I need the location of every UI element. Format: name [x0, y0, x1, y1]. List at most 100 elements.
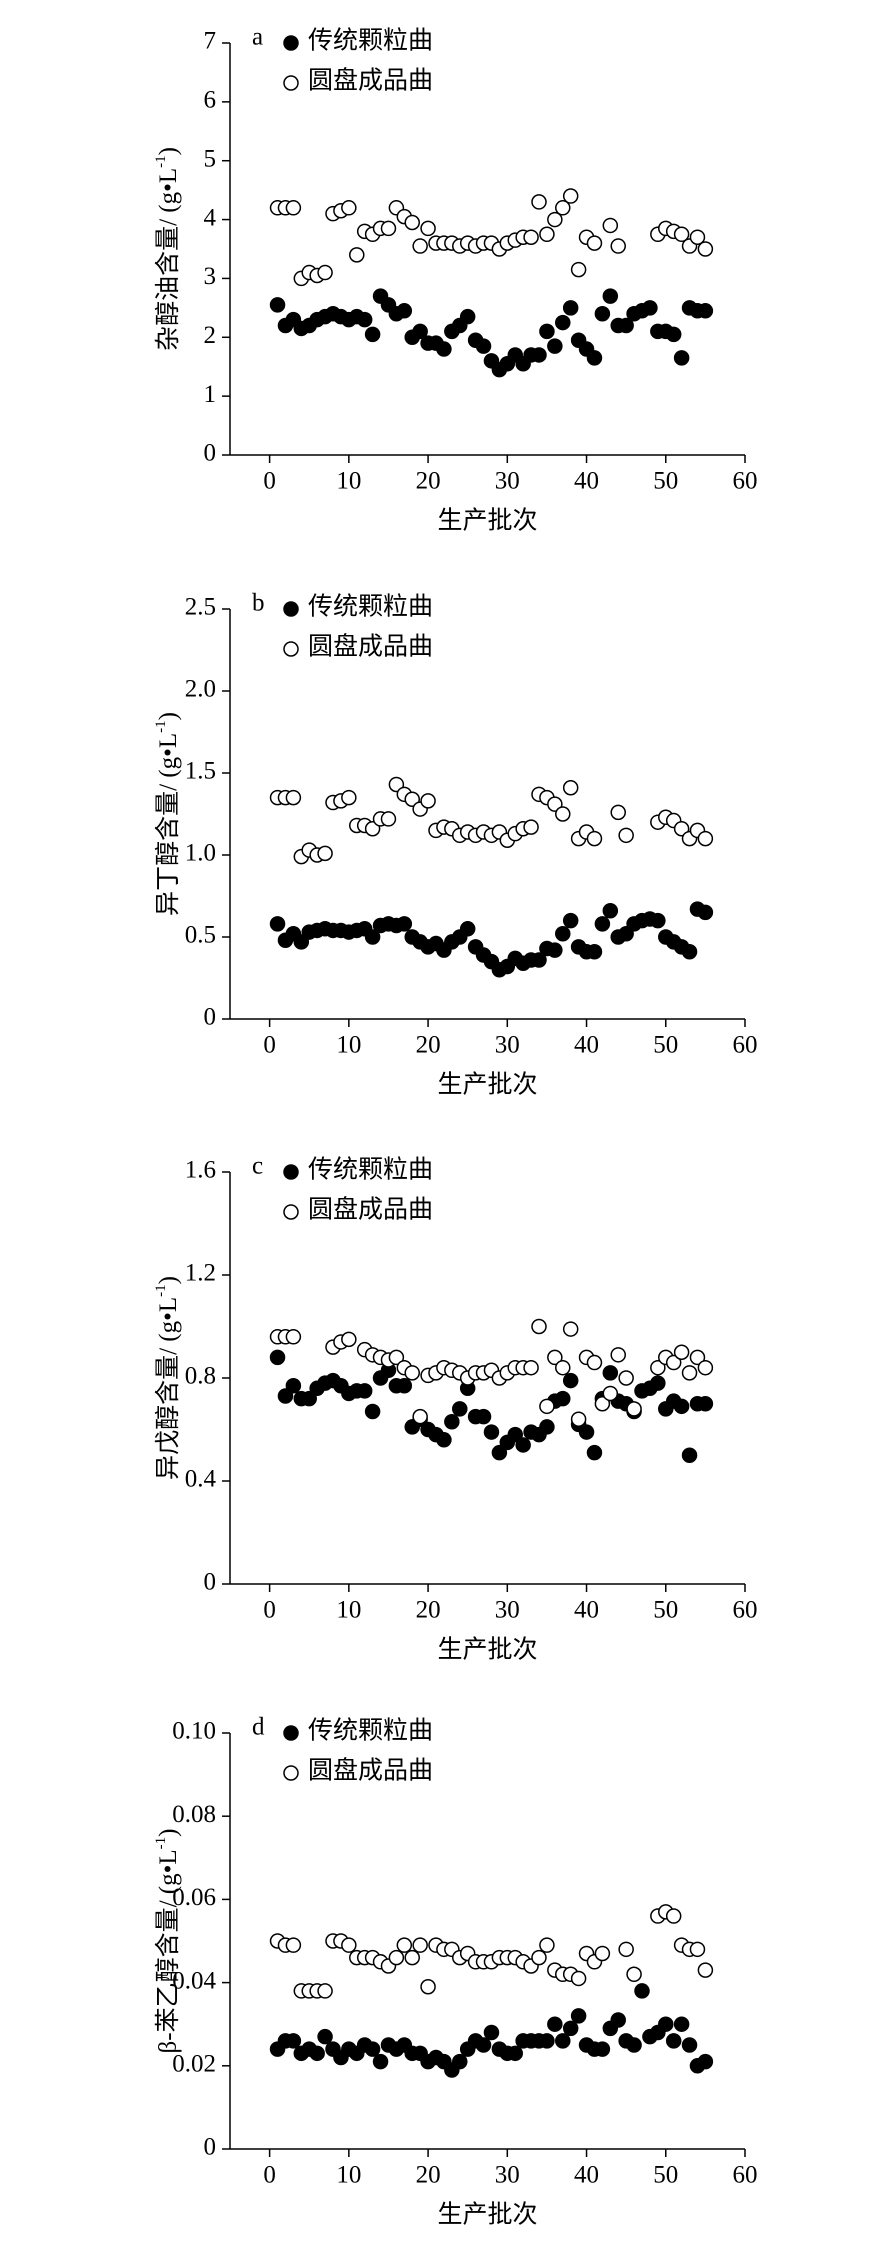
data-point: [547, 211, 563, 228]
data-point: [555, 2033, 571, 2049]
data-point: [436, 1432, 452, 1448]
legend-label: 圆盘成品曲: [308, 1757, 433, 1785]
legend-marker: [283, 601, 299, 617]
data-point: [531, 1949, 547, 1966]
data-point: [586, 830, 603, 847]
data-point: [404, 1949, 420, 1966]
data-point: [539, 1419, 555, 1435]
data-point: [602, 1365, 619, 1381]
data-point: [269, 1349, 286, 1366]
data-point: [610, 2012, 626, 2028]
data-point: [555, 1390, 571, 1407]
data-point: [562, 1321, 579, 1337]
legend-label: 圆盘成品曲: [308, 1196, 433, 1224]
data-point: [681, 1365, 698, 1381]
x-axis-title: 生产批次: [437, 2201, 537, 2229]
data-point: [285, 1377, 302, 1394]
data-point: [341, 1937, 357, 1953]
data-point: [301, 1390, 317, 1407]
data-point: [523, 1359, 539, 1376]
data-point: [673, 2016, 690, 2032]
data-point: [681, 944, 698, 960]
data-point: [618, 1370, 634, 1386]
x-tick-label: 40: [574, 468, 599, 495]
data-point: [547, 2016, 563, 2032]
data-point: [570, 1411, 587, 1427]
data-point: [412, 1408, 428, 1425]
data-point: [555, 1359, 571, 1376]
data-point: [673, 1398, 690, 1415]
data-point: [562, 912, 579, 929]
data-point: [555, 200, 571, 216]
data-point: [570, 1970, 587, 1987]
data-point: [317, 845, 333, 862]
x-tick-label: 20: [416, 1032, 441, 1059]
data-point: [285, 200, 302, 216]
data-point: [531, 194, 547, 210]
data-point: [277, 1388, 294, 1404]
x-tick-label: 40: [574, 1032, 599, 1059]
legend-label: 圆盘成品曲: [308, 633, 433, 661]
data-point: [269, 297, 286, 313]
data-point: [673, 226, 690, 243]
y-tick-label: 0: [204, 2134, 217, 2161]
y-axis-title-part: -1: [153, 155, 169, 168]
data-point: [586, 1444, 603, 1461]
x-tick-label: 40: [574, 1597, 599, 1624]
data-point: [570, 261, 587, 278]
data-point: [317, 264, 333, 281]
y-tick-label: 7: [204, 28, 217, 55]
x-tick-label: 50: [653, 468, 678, 495]
y-tick-label: 0.02: [172, 2051, 216, 2078]
legend-label: 圆盘成品曲: [308, 67, 433, 95]
panel-label: a: [252, 24, 263, 51]
data-point: [673, 1344, 690, 1360]
data-point: [602, 1385, 619, 1402]
data-point: [396, 303, 413, 319]
data-point: [356, 311, 373, 328]
data-point: [594, 305, 611, 322]
x-axis-title: 生产批次: [437, 507, 537, 535]
data-point: [689, 229, 706, 245]
data-point: [396, 1937, 413, 1953]
data-point: [586, 350, 603, 366]
data-point: [459, 308, 476, 325]
data-point: [515, 1437, 531, 1453]
legend-label: 传统颗粒曲: [308, 27, 433, 55]
y-tick-label: 1.5: [185, 758, 216, 785]
x-tick-label: 40: [574, 2162, 599, 2189]
y-tick-label: 0.08: [172, 1801, 216, 1828]
data-point: [673, 350, 690, 366]
legend-label: 传统颗粒曲: [308, 1156, 433, 1184]
data-point: [650, 912, 666, 929]
data-point: [594, 2041, 611, 2057]
data-point: [531, 347, 547, 363]
data-point: [285, 1329, 302, 1345]
data-point: [618, 827, 634, 844]
x-tick-label: 50: [653, 1597, 678, 1624]
y-axis-title: 异戊醇含量/ (g•L-1): [153, 1276, 181, 1480]
data-point: [380, 811, 397, 827]
data-point: [578, 1424, 595, 1440]
data-point: [610, 1347, 626, 1363]
data-point: [412, 1937, 428, 1953]
x-axis-title: 生产批次: [437, 1636, 537, 1664]
x-tick-label: 30: [495, 1032, 520, 1059]
data-point: [420, 793, 436, 809]
data-point: [562, 300, 579, 316]
data-point: [626, 2037, 642, 2053]
data-point: [602, 903, 619, 919]
data-point: [539, 323, 555, 340]
data-point: [396, 1377, 413, 1394]
x-tick-label: 10: [336, 468, 361, 495]
data-point: [697, 1962, 714, 1978]
y-axis-title-part: 杂醇油含量/ (g•L: [154, 168, 182, 351]
data-point: [317, 1983, 333, 1999]
data-point: [689, 1941, 706, 1958]
data-point: [452, 2053, 468, 2070]
data-point: [475, 338, 492, 354]
x-tick-label: 20: [416, 2162, 441, 2189]
y-axis-title-part: 异丁醇含量/ (g•L: [154, 733, 182, 916]
y-tick-label: 1: [204, 381, 217, 408]
